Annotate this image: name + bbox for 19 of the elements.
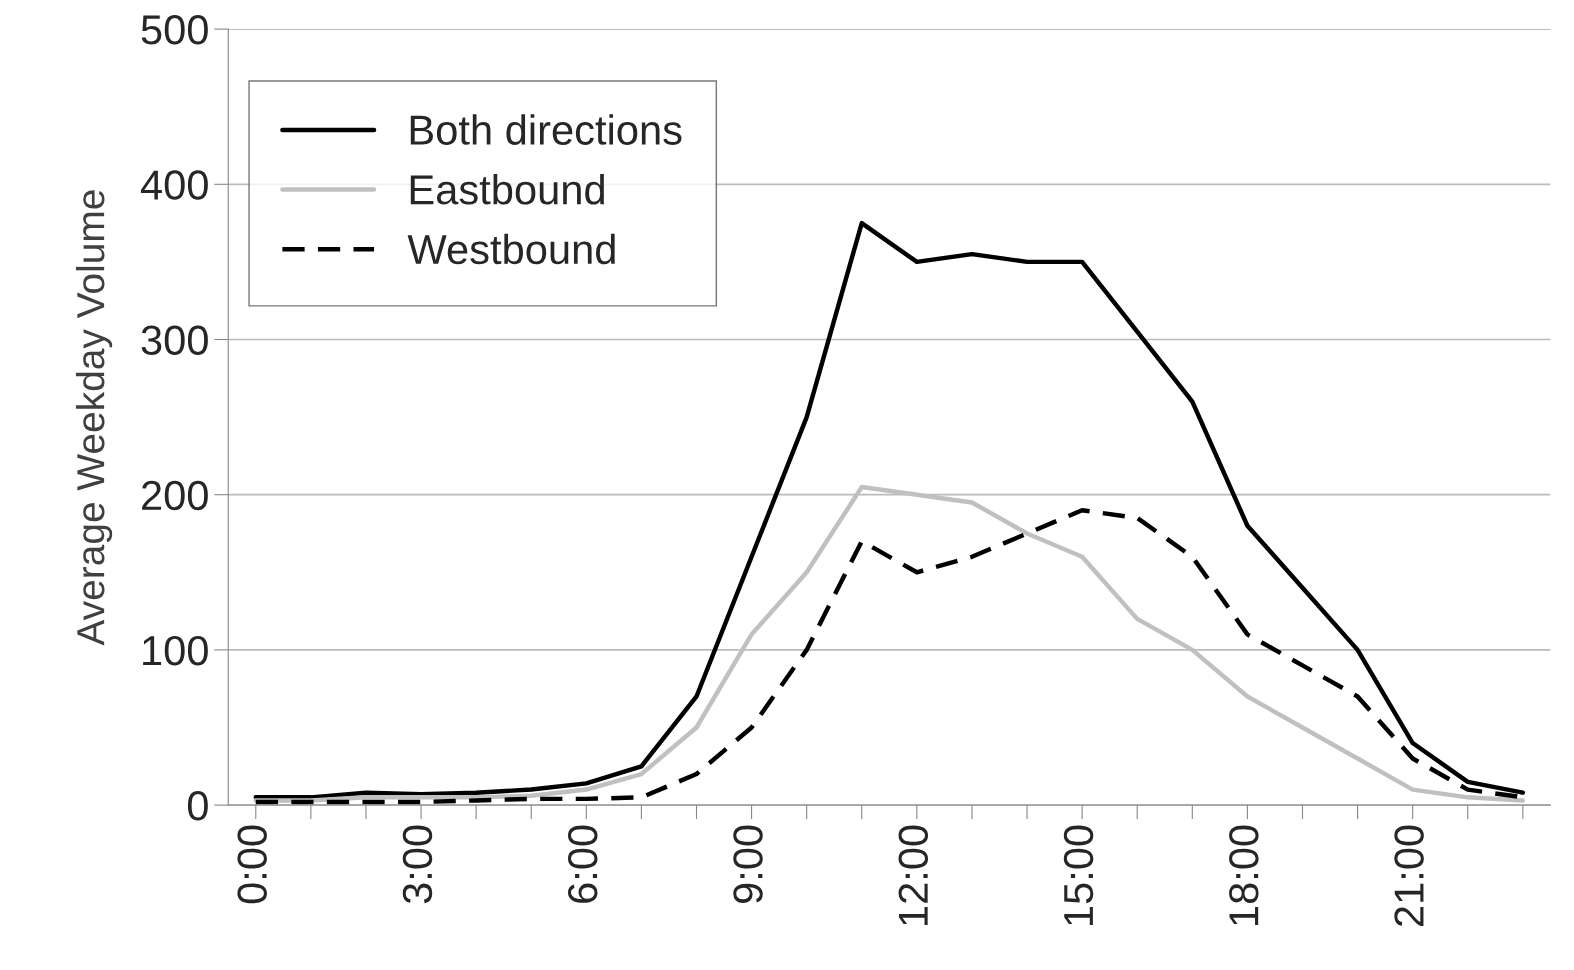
x-tick-label: 3:00: [402, 825, 433, 904]
legend-label: Westbound: [407, 233, 615, 265]
y-tick-label: 200: [142, 480, 208, 511]
y-axis-title: Average Weekday Volume: [75, 190, 113, 646]
x-tick-label: 18:00: [1229, 825, 1259, 925]
y-tick-label: 300: [141, 325, 208, 356]
line-series: [253, 220, 1526, 800]
x-tick-label: 15:00: [1063, 825, 1094, 925]
legend-label: Both directions: [410, 114, 682, 145]
y-tick-label: 500: [141, 15, 208, 45]
legend-label: Eastbound: [410, 173, 604, 205]
x-tick-label: 9:00: [733, 825, 763, 903]
y-tick-label: 100: [143, 635, 208, 666]
x-tick-label: 12:00: [898, 825, 929, 925]
y-tick-label: 400: [140, 170, 208, 200]
y-tick-label: 0: [187, 791, 208, 821]
x-tick-label: 0:00: [237, 825, 267, 904]
x-tick-label: 6:00: [567, 825, 598, 903]
x-tick-label: 21:00: [1394, 825, 1424, 927]
